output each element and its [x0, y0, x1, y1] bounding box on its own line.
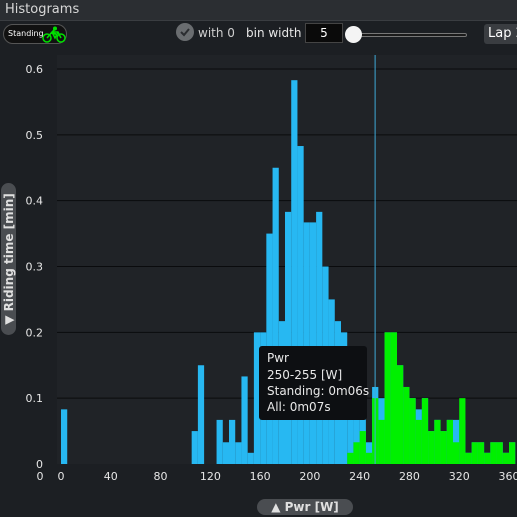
x-tick-label: 240: [349, 470, 370, 483]
bar-standing[interactable]: [484, 452, 491, 464]
bar-standing[interactable]: [409, 398, 416, 464]
bar-standing[interactable]: [471, 442, 478, 464]
bar-all[interactable]: [272, 167, 279, 464]
bin-tooltip: Pwr 250-255 [W] Standing: 0m06s All: 0m0…: [259, 346, 370, 420]
bar-standing[interactable]: [509, 442, 516, 464]
bar-all[interactable]: [229, 419, 236, 464]
bin-width-slider-thumb[interactable]: [345, 26, 362, 43]
bin-width-input[interactable]: 5: [305, 23, 343, 43]
with-zero-checkbox[interactable]: [176, 23, 194, 41]
bar-standing[interactable]: [453, 442, 460, 464]
bar-all[interactable]: [291, 80, 298, 465]
window-titlebar: Histograms: [0, 0, 517, 21]
x-tick-label: 360: [499, 470, 517, 483]
bar-all[interactable]: [347, 376, 354, 464]
histogram-chart[interactable]: 00.10.20.30.40.50.6 0 0 40 80 120 160 200 240 28…: [0, 47, 517, 517]
tooltip-standing: Standing: 0m06s: [267, 384, 370, 398]
series-badge-label: Standing: [8, 29, 44, 38]
bar-all[interactable]: [353, 419, 360, 464]
y-tick-label: 0.4: [26, 195, 44, 208]
bar-all[interactable]: [197, 365, 205, 464]
lap-button-label: Lap 2: [488, 26, 517, 41]
bar-all[interactable]: [297, 146, 304, 464]
bar-standing[interactable]: [384, 332, 391, 464]
bar-all[interactable]: [235, 442, 242, 464]
bar-standing[interactable]: [365, 452, 373, 464]
bar-standing[interactable]: [428, 431, 435, 464]
bar-all[interactable]: [222, 442, 229, 464]
x-tick-label: 200: [299, 470, 320, 483]
bar-standing[interactable]: [353, 442, 360, 464]
bar-standing[interactable]: [359, 431, 366, 464]
bar-standing[interactable]: [390, 332, 397, 464]
bar-standing[interactable]: [347, 452, 354, 464]
y-tick-label: 0.1: [26, 392, 44, 405]
checkmark-icon: [180, 28, 190, 37]
bar-standing[interactable]: [397, 365, 404, 464]
x-tick-label: 160: [250, 470, 271, 483]
x-tick-label: 280: [399, 470, 420, 483]
bin-width-slider[interactable]: [354, 33, 467, 37]
bar-all[interactable]: [303, 222, 310, 464]
with-zero-label: with 0: [198, 26, 235, 40]
lap-button[interactable]: Lap 2: [484, 24, 517, 44]
y-tick-label: 0.3: [26, 261, 44, 274]
y-tick-label: 0: [36, 458, 43, 471]
y-tick-label: 0.6: [26, 63, 44, 76]
bar-standing[interactable]: [502, 452, 509, 464]
bar-standing[interactable]: [446, 419, 453, 464]
x-axis-selector[interactable]: ▲ Pwr [W]: [257, 499, 353, 515]
bar-standing[interactable]: [434, 419, 441, 464]
bar-standing[interactable]: [490, 442, 497, 464]
tooltip-range: 250-255 [W]: [267, 368, 343, 382]
y-tick-label: 0.2: [26, 326, 44, 339]
y-axis-selector[interactable]: ▼ Riding time [min]: [1, 183, 16, 335]
x-axis-label: ▲ Pwr [W]: [271, 500, 339, 514]
bar-standing[interactable]: [465, 452, 472, 464]
bar-standing[interactable]: [403, 386, 410, 464]
bar-all[interactable]: [216, 419, 223, 464]
bar-all[interactable]: [241, 376, 248, 464]
bar-standing[interactable]: [415, 419, 422, 464]
bar-standing[interactable]: [440, 431, 447, 464]
x-tick-label: 120: [200, 470, 221, 483]
y-tick-label-origin: 0: [37, 470, 44, 483]
x-tick-label: 320: [449, 470, 470, 483]
bar-all[interactable]: [191, 431, 198, 464]
tooltip-title: Pwr: [267, 351, 289, 365]
bar-all[interactable]: [247, 452, 254, 464]
bar-standing[interactable]: [477, 442, 485, 464]
y-tick-label: 0.5: [26, 129, 44, 142]
x-tick-label: 0: [58, 470, 65, 483]
cyclist-icon: [42, 26, 66, 43]
bar-standing[interactable]: [496, 442, 503, 464]
bar-all[interactable]: [285, 211, 292, 464]
series-toggle-standing[interactable]: Standing: [3, 24, 67, 44]
bar-all[interactable]: [253, 332, 261, 464]
bar-all[interactable]: [61, 409, 68, 464]
bar-all[interactable]: [309, 222, 317, 464]
bar-standing[interactable]: [421, 398, 429, 464]
x-tick-label: 80: [154, 470, 168, 483]
bar-all[interactable]: [359, 398, 366, 464]
histogram-toolbar: Standing with 0 bin width : 5 Lap 2: [0, 21, 517, 47]
bin-width-label: bin width :: [246, 26, 310, 40]
tooltip-all: All: 0m07s: [267, 400, 331, 414]
bar-standing[interactable]: [459, 398, 466, 464]
y-axis-label: ▼ Riding time [min]: [1, 193, 16, 325]
x-tick-label: 40: [104, 470, 118, 483]
bar-standing[interactable]: [378, 419, 385, 464]
bar-all[interactable]: [316, 211, 323, 464]
bar-all[interactable]: [453, 419, 460, 464]
window-title: Histograms: [5, 2, 80, 17]
